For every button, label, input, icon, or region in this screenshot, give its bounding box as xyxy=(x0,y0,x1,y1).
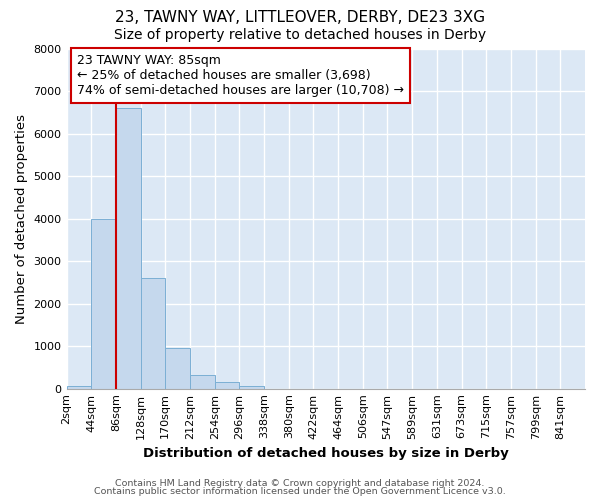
Text: Size of property relative to detached houses in Derby: Size of property relative to detached ho… xyxy=(114,28,486,42)
Bar xyxy=(67,386,91,388)
Text: 23, TAWNY WAY, LITTLEOVER, DERBY, DE23 3XG: 23, TAWNY WAY, LITTLEOVER, DERBY, DE23 3… xyxy=(115,10,485,25)
Bar xyxy=(190,374,215,388)
Y-axis label: Number of detached properties: Number of detached properties xyxy=(15,114,28,324)
Bar xyxy=(165,348,190,389)
Text: 23 TAWNY WAY: 85sqm
← 25% of detached houses are smaller (3,698)
74% of semi-det: 23 TAWNY WAY: 85sqm ← 25% of detached ho… xyxy=(77,54,404,97)
X-axis label: Distribution of detached houses by size in Derby: Distribution of detached houses by size … xyxy=(143,447,509,460)
Bar xyxy=(140,278,165,388)
Bar xyxy=(215,382,239,388)
Bar xyxy=(116,108,140,388)
Bar xyxy=(91,219,116,388)
Text: Contains HM Land Registry data © Crown copyright and database right 2024.: Contains HM Land Registry data © Crown c… xyxy=(115,478,485,488)
Text: Contains public sector information licensed under the Open Government Licence v3: Contains public sector information licen… xyxy=(94,487,506,496)
Bar xyxy=(239,386,264,388)
